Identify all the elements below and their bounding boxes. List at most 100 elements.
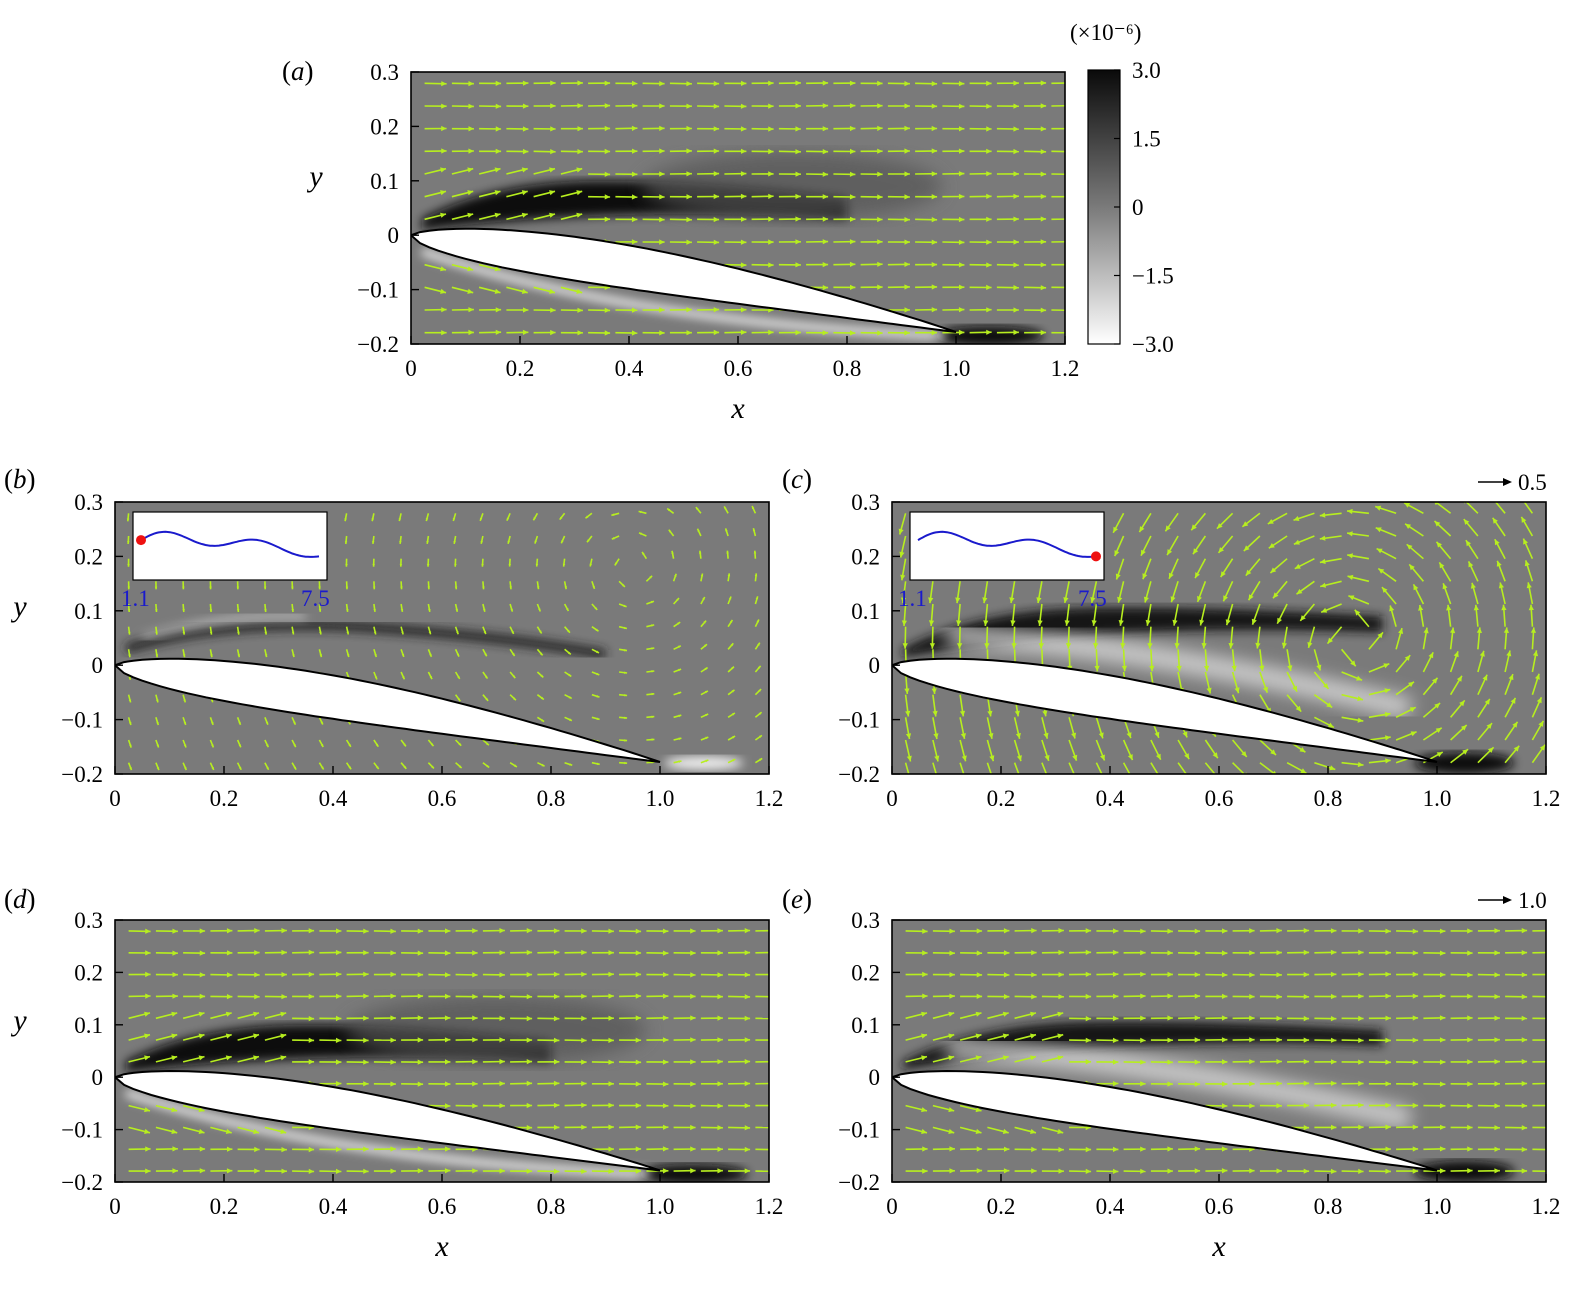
vector-head [1276, 928, 1282, 934]
vector-head [849, 194, 856, 200]
vector-head [280, 1033, 287, 1039]
vector-head [155, 609, 158, 612]
vector-head [458, 742, 462, 746]
vector-head [986, 262, 992, 268]
vector-head [795, 262, 801, 268]
vector-head [624, 648, 627, 652]
vector-head [1112, 1168, 1119, 1174]
vector-head [1255, 642, 1261, 649]
vector-head [659, 171, 665, 177]
y-tick-label: 0.1 [74, 599, 103, 624]
vector-head [958, 81, 965, 87]
x-tick-label: 0.8 [1314, 786, 1343, 811]
vector-head [1194, 1146, 1201, 1152]
vector-head [541, 763, 545, 767]
vector-head [495, 329, 502, 335]
vector-head [1398, 628, 1404, 634]
vector-head [430, 743, 434, 747]
vector-head [1467, 950, 1473, 956]
vector-head [444, 1103, 451, 1109]
vector-head [1040, 149, 1047, 155]
vector-head [499, 1103, 505, 1109]
vector-head [1439, 1015, 1446, 1021]
vector-head [608, 1037, 614, 1043]
vector-head [608, 950, 614, 956]
vector-head [209, 586, 212, 590]
vector-head [495, 148, 502, 154]
vector-head [254, 1168, 260, 1174]
vector-head [713, 81, 720, 87]
vector-head [373, 631, 377, 635]
vector-head [1140, 971, 1146, 977]
vector-head [1412, 1124, 1419, 1130]
vector-head [1453, 651, 1459, 658]
vector-head [308, 1016, 315, 1022]
vector-head [1040, 285, 1047, 291]
vector-head [1222, 993, 1228, 999]
vector-head [1140, 1081, 1146, 1087]
vector-head [1038, 643, 1044, 649]
vector-head [686, 194, 692, 200]
vector-head [1194, 1081, 1201, 1087]
vector-head [589, 563, 593, 567]
vector-head [1249, 972, 1255, 978]
vector-head [717, 1103, 723, 1109]
vector-head [905, 710, 911, 717]
vector-head [671, 550, 674, 554]
vector-head [651, 624, 655, 627]
vector-head [662, 1103, 669, 1109]
vector-head [1467, 1103, 1473, 1109]
vector-head [1221, 1037, 1228, 1043]
vector-head [758, 712, 762, 715]
x-tick-label: 0.2 [210, 786, 239, 811]
vector-head [1031, 1168, 1037, 1174]
vector-head [429, 676, 432, 680]
vector-head [1467, 1059, 1473, 1065]
vector-head [948, 1055, 955, 1061]
vector-head [1501, 604, 1507, 611]
vector-head [390, 928, 396, 934]
vector-head [1058, 972, 1064, 978]
vector-head [1142, 573, 1148, 580]
vector-head [686, 171, 692, 177]
vector-head [705, 714, 709, 717]
vector-head [237, 654, 240, 658]
vector-head [440, 167, 446, 173]
vector-head [429, 653, 432, 657]
vector-head [1068, 172, 1074, 177]
vector-head [225, 1055, 232, 1061]
vector-head [759, 758, 763, 761]
vector-head [225, 1128, 232, 1134]
vector-head [1222, 928, 1228, 934]
vector-head [581, 928, 587, 934]
vector-head [1101, 777, 1106, 783]
vector-head [635, 1146, 642, 1152]
colorbar-tick-label: −3.0 [1132, 332, 1174, 357]
vector-head [1114, 550, 1120, 557]
vector-head [975, 1107, 982, 1113]
y-tick-label: 0.3 [851, 490, 880, 515]
vector-head [608, 1102, 614, 1108]
x-tick-label: 0.4 [615, 356, 644, 381]
vector-head [1423, 627, 1429, 634]
vector-arrow [1013, 762, 1020, 774]
vector-head [1013, 262, 1019, 268]
vector-head [346, 609, 349, 612]
y-tick-label: 0.3 [851, 908, 880, 933]
vector-head [1040, 80, 1047, 86]
vector-head [822, 126, 829, 132]
vector-head [740, 307, 747, 313]
vector-head [1167, 971, 1173, 978]
vector-head [156, 767, 160, 771]
vector-head [128, 631, 131, 635]
vector-head [1439, 950, 1446, 956]
vector-head [1549, 1103, 1554, 1108]
vector-head [1347, 508, 1353, 515]
vector-head [390, 1146, 396, 1152]
vector-head [1127, 754, 1133, 761]
vector-head [564, 586, 567, 590]
vector-head [704, 690, 708, 694]
vector-head [499, 972, 505, 978]
shear-layer-low [946, 1037, 1413, 1130]
vector-head [1330, 1168, 1337, 1174]
